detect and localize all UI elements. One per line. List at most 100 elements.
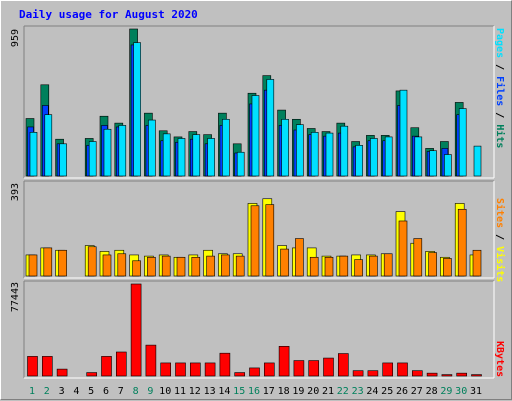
sites-bar — [265, 204, 275, 277]
sites-bar — [235, 255, 245, 277]
pages-bar — [399, 89, 408, 177]
kbytes-bar — [441, 374, 453, 377]
pages-bar — [44, 114, 53, 177]
pages-bar — [281, 118, 289, 177]
kbytes-bar — [293, 360, 305, 377]
kbytes-bar — [145, 344, 157, 377]
sites-bar — [324, 256, 334, 277]
sites-bar — [309, 256, 319, 277]
pages-bar — [458, 108, 467, 177]
day-label: 13 — [204, 386, 216, 397]
legend-entry: Sites — [494, 198, 506, 228]
legend-pages-files-hits: Pages / Files / Hits — [494, 28, 506, 148]
kbytes-bar — [56, 368, 68, 377]
sites-bar — [161, 255, 171, 277]
day-label: 28 — [426, 386, 438, 397]
day-label: 1 — [29, 386, 35, 397]
pages-bar — [148, 119, 156, 177]
y-max-labels: 959 393 77443 — [10, 29, 21, 312]
pages-bar — [192, 134, 201, 177]
legend-text: Pages / Files / Hits — [494, 28, 506, 148]
day-label: 16 — [248, 386, 260, 397]
day-label: 4 — [73, 386, 79, 397]
legend-kbytes: KBytes — [494, 341, 505, 377]
day-label: 24 — [366, 386, 378, 397]
sites-bar — [43, 247, 53, 277]
pages-bar — [370, 138, 378, 177]
pages-bar — [429, 150, 437, 177]
day-label: 10 — [159, 386, 171, 397]
y-max-label-kbytes: 77443 — [10, 282, 21, 312]
sites-bar — [28, 254, 38, 277]
kbytes-bar — [411, 370, 423, 377]
sites-bar — [443, 258, 452, 277]
sites-bar — [132, 260, 141, 277]
legend-entry: / — [494, 106, 505, 124]
pages-bar — [59, 143, 67, 177]
legend-entry: KBytes — [494, 341, 505, 377]
panel-hits-files-pages — [23, 25, 495, 179]
kbytes-bar — [234, 372, 245, 377]
sites-bar — [369, 255, 378, 277]
kbytes-bar — [323, 357, 334, 377]
sites-bar — [295, 238, 304, 277]
pages-bar — [118, 125, 127, 177]
kbytes-bar — [367, 370, 379, 377]
sites-bar — [280, 248, 289, 277]
legend-entry: Visits — [494, 246, 506, 282]
pages-bar — [207, 138, 215, 177]
kbytes-bar — [190, 362, 201, 377]
sites-bar — [398, 220, 408, 277]
x-axis-day-labels: 1 2 3 4 5 6 7 8 9 10 11 12 13 14 15 16 17 18 19 20 21 22 23 24 2… — [29, 386, 482, 397]
day-label: 31 — [470, 386, 482, 397]
pages-bar — [473, 145, 482, 177]
day-label: 8 — [133, 386, 139, 397]
kbytes-bar — [204, 362, 216, 377]
day-label: 9 — [147, 386, 153, 397]
kbytes-bar — [160, 362, 171, 377]
kbytes-bar — [278, 346, 290, 377]
day-label: 26 — [396, 386, 408, 397]
kbytes-bar — [116, 351, 127, 377]
legend-entry: Pages — [494, 28, 505, 58]
pages-bar — [236, 151, 245, 177]
day-label: 18 — [278, 386, 290, 397]
kbytes-bar — [308, 360, 320, 377]
pages-bar — [310, 132, 319, 177]
day-label: 20 — [307, 386, 319, 397]
pages-bar — [444, 154, 452, 177]
day-label: 7 — [118, 386, 124, 397]
sites-bar — [58, 249, 67, 277]
kbytes-bar — [456, 372, 468, 377]
day-label: 14 — [218, 386, 230, 397]
pages-bar — [384, 136, 393, 177]
pages-bar — [103, 128, 112, 177]
sites-bar — [117, 253, 127, 277]
kbytes-bar — [352, 370, 364, 377]
kbytes-bar — [101, 356, 112, 377]
day-label: 27 — [411, 386, 423, 397]
sites-bar — [191, 256, 201, 277]
legend-entry: Hits — [494, 124, 506, 148]
day-label: 21 — [322, 386, 334, 397]
day-label: 19 — [292, 386, 304, 397]
legend-entry: Files — [494, 76, 506, 106]
day-label: 23 — [352, 386, 364, 397]
day-label: 22 — [337, 386, 349, 397]
pages-bar — [222, 118, 230, 177]
panel-kbytes — [23, 280, 495, 379]
y-max-label-visits: 393 — [10, 183, 21, 201]
legend-sites-visits: Sites / Visits — [494, 198, 506, 282]
y-max-label-hits: 959 — [10, 29, 21, 47]
day-label: 2 — [44, 386, 50, 397]
kbytes-bar — [471, 374, 482, 377]
day-label: 6 — [103, 386, 109, 397]
pages-bar — [296, 124, 304, 177]
sites-bar — [339, 255, 349, 277]
sites-bar — [354, 259, 363, 277]
day-label: 29 — [440, 386, 452, 397]
kbytes-bar — [27, 356, 38, 377]
kbytes-bar — [41, 356, 53, 377]
